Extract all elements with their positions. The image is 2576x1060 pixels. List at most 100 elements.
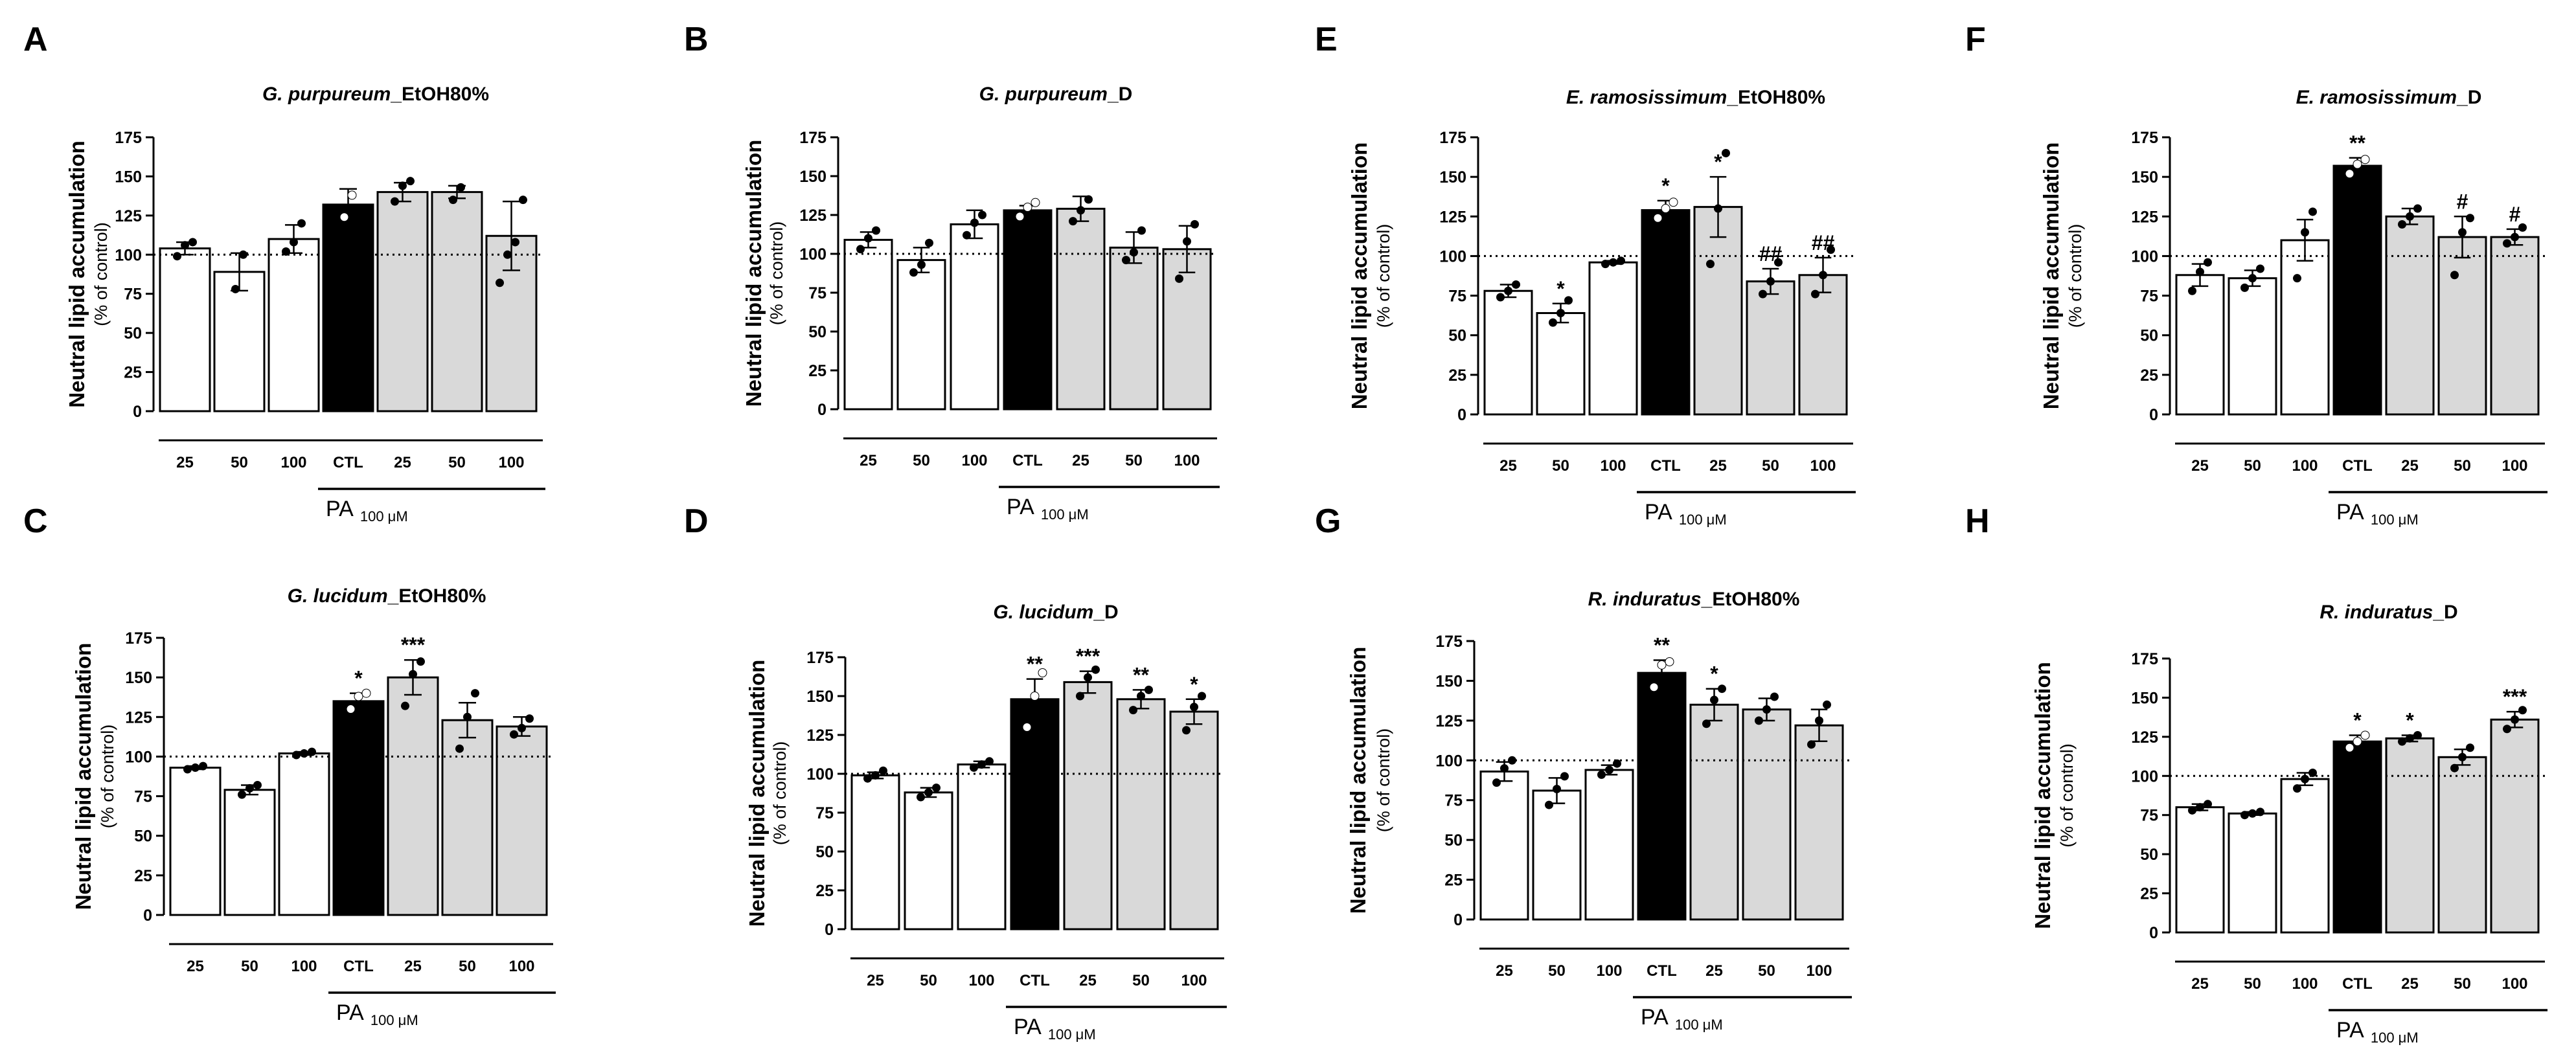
y-tick-label: 100 <box>2131 767 2158 785</box>
chart-title-suffix: _D <box>2456 87 2481 108</box>
data-point <box>347 190 357 200</box>
data-point <box>978 210 986 220</box>
x-tick-label: CTL <box>2342 457 2373 475</box>
significance-label: * <box>1556 277 1565 300</box>
data-point <box>863 774 872 783</box>
pa-label-sub: 100 μM <box>1041 506 1089 523</box>
data-point <box>2406 734 2414 743</box>
significance-label: ** <box>1654 633 1670 657</box>
data-point <box>1718 684 1726 694</box>
bar <box>2280 239 2330 416</box>
data-point <box>518 723 526 732</box>
data-point <box>1815 716 1823 725</box>
bar <box>2332 164 2382 416</box>
x-tick-label: CTL <box>1012 452 1043 469</box>
data-point <box>290 238 298 247</box>
bar <box>1637 671 1687 921</box>
data-point <box>1811 289 1819 299</box>
data-point <box>909 268 918 277</box>
data-point <box>2511 715 2519 724</box>
data-point <box>1661 204 1670 214</box>
pa-label-sub: 100 μM <box>2371 512 2419 528</box>
bar <box>1794 724 1844 921</box>
chart-title: R. induratus_D <box>2320 602 2457 623</box>
x-tick-label: 50 <box>1552 457 1569 475</box>
chart-title: G. purpureum_D <box>979 84 1133 105</box>
x-tick-label: 25 <box>1705 962 1723 980</box>
bar <box>441 719 494 916</box>
pa-treatment-label: PA 100 μM <box>1014 1015 1096 1043</box>
bar <box>1532 789 1582 921</box>
pa-label-main: PA <box>1014 1015 1042 1039</box>
data-point <box>391 197 399 206</box>
bar <box>387 676 439 916</box>
x-tick-label: 100 <box>2502 457 2527 475</box>
y-tick-label: 100 <box>806 765 834 784</box>
x-tick-label: 50 <box>231 454 248 471</box>
data-point <box>455 744 464 753</box>
significance-label: * <box>1190 673 1198 696</box>
data-point <box>525 714 534 723</box>
data-point <box>245 784 254 793</box>
y-tick-label: 0 <box>1457 406 1466 424</box>
x-tick-label: 50 <box>2454 975 2471 993</box>
bar <box>223 789 276 916</box>
pa-label-main: PA <box>1007 495 1034 519</box>
chart-title: R. induratus_EtOH80% <box>1588 589 1800 610</box>
x-tick-label: 50 <box>459 958 476 975</box>
data-point <box>2458 752 2467 761</box>
y-tick-label: 100 <box>115 246 142 264</box>
significance-label: * <box>354 667 363 690</box>
bar <box>1116 698 1166 930</box>
data-point <box>1702 719 1711 728</box>
data-point <box>1714 204 1722 213</box>
data-point <box>1564 296 1573 305</box>
x-tick-label: 100 <box>498 454 524 471</box>
data-point <box>1560 772 1569 781</box>
data-point <box>970 763 978 772</box>
x-tick-label: 25 <box>1709 457 1727 475</box>
data-point <box>2450 271 2459 280</box>
panel-letter: C <box>23 502 48 540</box>
y-tick-label: 50 <box>808 323 826 341</box>
data-point <box>199 761 207 771</box>
data-point <box>1657 660 1667 670</box>
data-point <box>1191 220 1199 229</box>
bar <box>1479 770 1529 921</box>
data-point <box>2293 784 2301 793</box>
chart-title-species: G. purpureum <box>262 84 391 105</box>
y-tick-label: 25 <box>2140 885 2158 903</box>
bar <box>2437 236 2487 416</box>
bar <box>169 767 222 916</box>
data-point <box>1122 256 1130 265</box>
data-point <box>1556 308 1565 317</box>
data-point <box>361 688 371 698</box>
bar <box>1003 209 1053 411</box>
data-point <box>2353 737 2362 747</box>
y-tick-label: 100 <box>125 748 152 766</box>
x-tick-label: 100 <box>1806 962 1832 980</box>
data-point <box>1774 258 1783 267</box>
y-tick-label: 100 <box>1439 247 1466 265</box>
x-tick-label: CTL <box>1647 962 1677 980</box>
pa-treatment-label: PA 100 μM <box>1645 500 1727 528</box>
pa-label-main: PA <box>326 497 354 521</box>
pa-treatment-label: PA 100 μM <box>1641 1005 1723 1033</box>
y-tick-label: 150 <box>125 669 152 687</box>
bar <box>1689 703 1739 921</box>
pa-label-sub: 100 μM <box>1679 512 1727 528</box>
y-tick-label: 175 <box>2131 650 2158 668</box>
y-tick-label: 175 <box>2131 129 2158 147</box>
significance-label: ## <box>1812 231 1835 254</box>
x-tick-label: 25 <box>176 454 194 471</box>
bar <box>1584 769 1634 921</box>
data-point <box>1023 203 1032 212</box>
y-axis-sublabel: (% of control) <box>1374 728 1393 833</box>
y-tick-label: 25 <box>1444 872 1463 890</box>
y-axis-sublabel: (% of control) <box>2066 224 2085 328</box>
data-point <box>292 750 301 760</box>
data-point <box>2360 155 2370 164</box>
y-tick-label: 125 <box>806 727 834 745</box>
data-point <box>346 705 356 714</box>
x-tick-label: 100 <box>280 454 306 471</box>
